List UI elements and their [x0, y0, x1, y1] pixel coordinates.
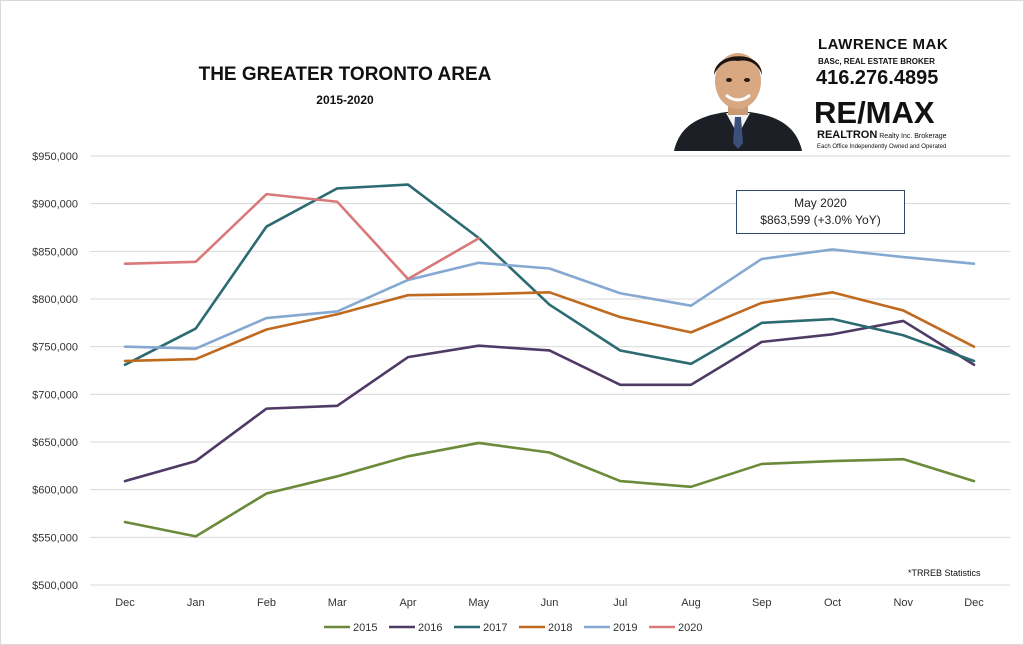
legend-label-2020: 2020 [678, 622, 702, 634]
series-line-2016 [123, 319, 976, 483]
y-tick-label: $750,000 [32, 342, 78, 354]
brokerage-name-rest: Realty Inc. Brokerage [877, 133, 947, 140]
legend-label-2019: 2019 [613, 622, 637, 634]
source-note: *TRREB Statistics [908, 568, 981, 578]
chart-title: THE GREATER TORONTO AREA [198, 64, 492, 85]
callout-line-2: $863,599 (+3.0% YoY) [760, 213, 881, 227]
broker-advert: LAWRENCE MAK BASc, REAL ESTATE BROKER 41… [646, 15, 968, 153]
broker-credentials: BASc, REAL ESTATE BROKER [818, 57, 935, 66]
x-tick-label: Dec [964, 597, 984, 609]
y-tick-label: $950,000 [32, 151, 78, 163]
series-line-2017 [123, 183, 976, 367]
brokerage-name-bold: REALTRON [817, 129, 878, 141]
y-tick-label: $900,000 [32, 199, 78, 211]
y-tick-label: $500,000 [32, 580, 78, 592]
legend: 2015 2016 2017 2018 2019 2020 [324, 622, 702, 634]
office-note: Each Office Independently Owned and Oper… [817, 144, 947, 150]
y-tick-label: $700,000 [32, 389, 78, 401]
x-tick-label: Nov [893, 597, 913, 609]
brokerage-name: REALTRON Realty Inc. Brokerage [817, 129, 947, 141]
series-line-2020 [123, 192, 481, 281]
x-tick-label: Jun [541, 597, 559, 609]
x-tick-label: Sep [752, 597, 772, 609]
series-lines [123, 183, 976, 538]
legend-label-2015: 2015 [353, 622, 377, 634]
series-line-2019 [123, 248, 976, 350]
series-line-2015 [123, 441, 976, 538]
y-tick-label: $550,000 [32, 532, 78, 544]
x-tick-label: Feb [257, 597, 276, 609]
x-tick-label: Jul [613, 597, 627, 609]
x-tick-label: Mar [328, 597, 347, 609]
x-tick-label: Dec [115, 597, 135, 609]
callout-line-1: May 2020 [794, 196, 847, 210]
legend-label-2016: 2016 [418, 622, 442, 634]
callout-box: May 2020 $863,599 (+3.0% YoY) [736, 190, 905, 234]
broker-portrait-image [674, 53, 802, 151]
y-tick-label: $600,000 [32, 485, 78, 497]
x-tick-label: May [468, 597, 489, 609]
x-tick-label: Apr [399, 597, 416, 609]
x-tick-label: Jan [187, 597, 205, 609]
legend-label-2018: 2018 [548, 622, 572, 634]
y-tick-label: $850,000 [32, 246, 78, 258]
broker-name: LAWRENCE MAK [818, 36, 949, 53]
chart-subtitle: 2015-2020 [316, 93, 374, 107]
y-axis-tick-labels: $500,000 $550,000 $600,000 $650,000 $700,000… [32, 151, 78, 592]
x-tick-label: Aug [681, 597, 701, 609]
legend-label-2017: 2017 [483, 622, 507, 634]
y-tick-label: $800,000 [32, 294, 78, 306]
series-line-2018 [123, 291, 976, 363]
broker-phone: 416.276.4895 [816, 67, 939, 89]
x-axis-tick-labels: Dec Jan Feb Mar Apr May Jun Jul Aug Sep Oct Nov Dec [115, 597, 984, 609]
x-tick-label: Oct [824, 597, 841, 609]
y-tick-label: $650,000 [32, 437, 78, 449]
remax-logo: RE/MAX [814, 95, 935, 130]
